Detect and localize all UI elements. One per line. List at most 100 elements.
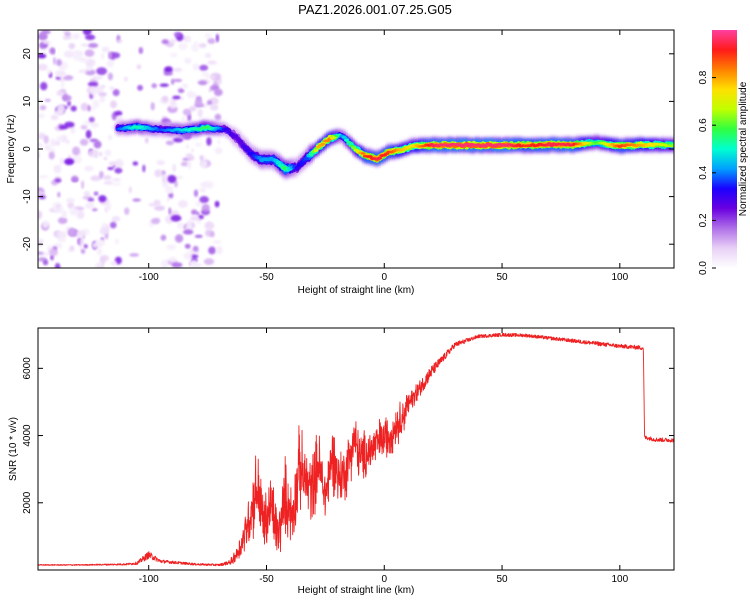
noise-blob (109, 86, 115, 91)
noise-blob (161, 39, 169, 45)
snr-background (38, 328, 674, 570)
noise-blob (164, 66, 173, 74)
noise-blob (110, 260, 118, 266)
ridge-cell (294, 165, 300, 170)
spectrogram-y-tick-label: 20 (22, 48, 33, 60)
noise-blob (52, 57, 57, 65)
noise-blob (66, 140, 70, 144)
noise-blob (96, 246, 103, 256)
noise-blob (185, 153, 194, 158)
noise-blob (56, 59, 62, 67)
noise-blob (204, 52, 212, 59)
noise-blob (56, 230, 67, 239)
noise-blob (78, 69, 88, 74)
noise-blob (95, 238, 106, 247)
noise-blob (84, 203, 94, 209)
noise-blob (203, 258, 215, 266)
noise-blob (168, 207, 172, 215)
noise-blob (38, 143, 44, 147)
spectrogram-x-tick-label: 50 (496, 272, 508, 283)
noise-blob (67, 201, 75, 209)
noise-blob (93, 140, 102, 149)
ridge-cell (346, 140, 352, 144)
noise-blob (112, 177, 122, 182)
noise-blob (166, 244, 177, 251)
noise-blob (187, 160, 192, 170)
snr-y-label: SNR (10 * v/v) (8, 417, 19, 481)
noise-blob (206, 100, 213, 106)
noise-blob (67, 154, 72, 159)
noise-blob (107, 72, 114, 81)
noise-blob (191, 209, 198, 215)
noise-blob (85, 34, 96, 41)
ridge-cell (360, 152, 366, 155)
noise-blob (114, 238, 119, 245)
noise-blob (92, 76, 104, 80)
snr-x-tick-label: 0 (381, 574, 387, 585)
colorbar-tick-label: 0.4 (698, 165, 709, 179)
colorbar-label: Normalized spectral amplitude (738, 81, 749, 216)
noise-blob (96, 67, 108, 76)
noise-blob (80, 249, 86, 254)
ridge-cell (237, 139, 244, 144)
noise-blob (204, 33, 212, 39)
noise-blob (173, 137, 184, 143)
noise-blob (173, 31, 181, 38)
ridge-cell (343, 138, 350, 142)
noise-blob (186, 36, 191, 43)
noise-blob (171, 262, 183, 268)
colorbar-ticks: 0.0 0.2 0.4 0.6 0.8 (698, 70, 716, 275)
noise-blob (100, 254, 109, 262)
noise-blob (50, 138, 56, 147)
noise-blob (154, 205, 165, 211)
noise-blob (100, 84, 106, 89)
noise-blob (132, 198, 141, 202)
noise-blob (144, 137, 149, 144)
noise-blob (38, 97, 43, 102)
noise-blob (165, 140, 175, 146)
noise-blob (60, 134, 68, 143)
noise-blob (161, 95, 169, 103)
noise-blob (209, 104, 219, 111)
noise-blob (54, 262, 61, 268)
noise-blob (47, 68, 51, 76)
noise-blob (193, 41, 199, 46)
snr-x-axis: -100 -50 0 50 100 (139, 328, 629, 585)
noise-blob (199, 64, 209, 71)
noise-blob (57, 217, 68, 225)
noise-blob (38, 210, 43, 220)
noise-blob (116, 39, 123, 43)
noise-blob (170, 52, 178, 58)
ridge-cell (275, 160, 281, 165)
noise-blob (164, 185, 174, 194)
noise-blob (63, 50, 75, 58)
noise-blob (43, 135, 49, 144)
noise-blob (184, 243, 191, 249)
noise-blob (83, 190, 91, 197)
noise-blob (213, 88, 223, 97)
noise-blob (61, 94, 72, 102)
spectrogram-y-axis: -20 -10 0 10 20 (22, 48, 674, 251)
snr-y-axis: 2000 4000 6000 (22, 357, 674, 514)
noise-blob (90, 175, 102, 182)
noise-blob (194, 142, 203, 147)
ridge-cell (308, 152, 314, 157)
noise-blob (55, 205, 64, 214)
noise-blob (80, 102, 89, 112)
noise-blob (196, 211, 200, 216)
noise-blob (178, 42, 188, 50)
noise-blob (107, 51, 112, 60)
noise-blob (98, 151, 103, 157)
noise-blob (69, 245, 75, 251)
noise-blob (156, 160, 165, 166)
noise-blob (38, 63, 48, 71)
noise-blob (87, 81, 99, 87)
noise-blob (189, 105, 197, 112)
noise-blob (70, 105, 77, 112)
noise-blob (154, 169, 162, 178)
snr-x-tick-label: -100 (139, 574, 159, 585)
noise-blob (192, 63, 200, 71)
noise-blob (80, 43, 90, 47)
noise-blob (84, 69, 96, 76)
noise-blob (39, 195, 46, 200)
